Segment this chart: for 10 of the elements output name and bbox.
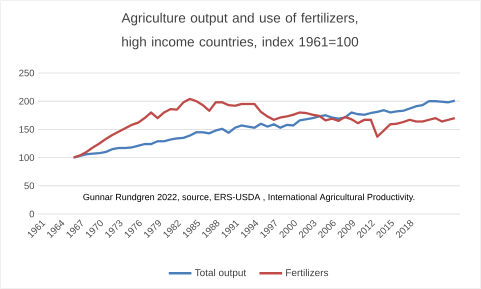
y-tick-label: 200 [19, 98, 34, 105]
y-tick-label: 0 [30, 210, 34, 218]
legend-label: Total output [194, 268, 246, 278]
y-tick-label: 100 [19, 154, 34, 161]
chart-title: Agriculture output and use of fertilizers, high income countries, index 1961=100 [122, 12, 358, 50]
y-tick-label: 250 [19, 70, 34, 76]
legend-label: Fertilizers [286, 268, 328, 276]
y-tick-label: 50 [24, 182, 34, 190]
y-tick-label: 150 [19, 126, 34, 133]
annotation: Gunnar Rundgren 2022, source, ERS-USDA , International Agricultural Productivity. [83, 194, 414, 202]
